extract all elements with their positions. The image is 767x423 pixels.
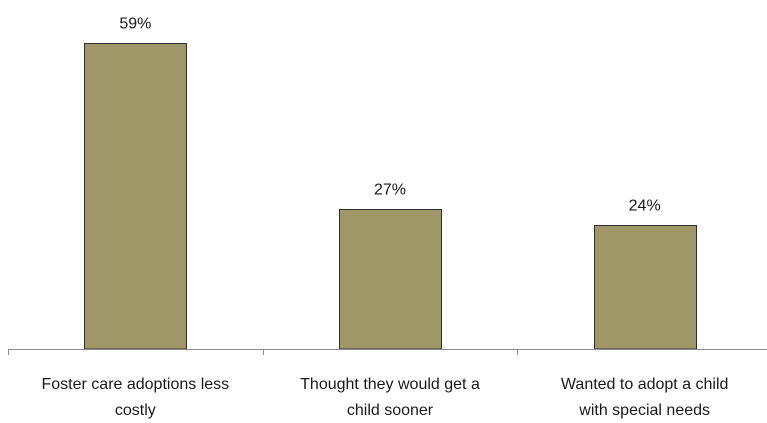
- x-axis-ticks: [8, 349, 518, 355]
- bar: [594, 225, 697, 350]
- category-labels-layer: Foster care adoptions less costly Thought …: [42, 376, 729, 419]
- bar-value-label: 27%: [374, 182, 406, 199]
- bar-value-label: 59%: [119, 16, 151, 33]
- data-labels-layer: 59% 27% 24%: [119, 16, 660, 215]
- category-label: Foster care adoptions less costly: [42, 376, 230, 419]
- bars-layer: [84, 43, 697, 350]
- category-label-line: costly: [115, 402, 156, 419]
- category-label: Wanted to adopt a child with special need…: [561, 376, 729, 419]
- bar-value-label: 24%: [629, 198, 661, 215]
- category-label-line: Foster care adoptions less: [42, 376, 230, 393]
- category-label-line: child sooner: [347, 402, 434, 419]
- bar: [84, 43, 187, 350]
- category-label-line: Wanted to adopt a child: [561, 376, 729, 393]
- bar: [339, 209, 442, 350]
- category-label: Thought they would get a child sooner: [300, 376, 480, 419]
- category-label-line: with special needs: [578, 402, 710, 419]
- category-label-line: Thought they would get a: [300, 376, 480, 393]
